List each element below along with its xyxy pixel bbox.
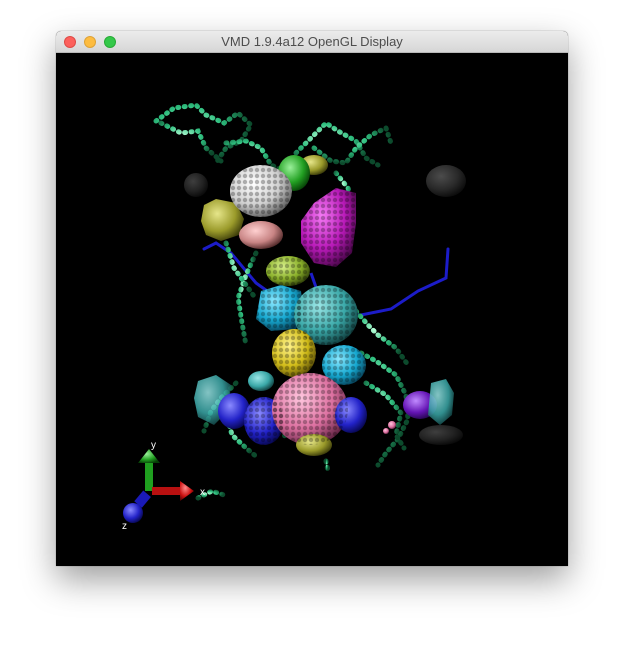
- close-window-button[interactable]: [64, 36, 76, 48]
- vmd-display-window: VMD 1.9.4a12 OpenGL Display: [56, 31, 568, 566]
- salmon-cluster: [239, 221, 283, 249]
- teal-cluster-small: [248, 371, 274, 391]
- minimize-window-button[interactable]: [84, 36, 96, 48]
- bead-texture: [230, 165, 366, 445]
- blue-cluster-left: [218, 393, 250, 429]
- pink-bead: [388, 421, 396, 429]
- slate-cluster-right: [428, 379, 454, 425]
- axes-indicator: y x z: [122, 440, 205, 532]
- opengl-viewport[interactable]: y x z: [56, 53, 568, 566]
- z-axis-sphere: [123, 503, 143, 523]
- molecule-render: y x z: [122, 102, 466, 532]
- window-title: VMD 1.9.4a12 OpenGL Display: [221, 34, 403, 49]
- y-axis-label: y: [151, 440, 156, 451]
- gray-cluster-lower: [419, 425, 463, 445]
- title-bar[interactable]: VMD 1.9.4a12 OpenGL Display: [56, 31, 568, 53]
- y-axis-arrowhead: [138, 449, 160, 463]
- x-axis-shaft: [152, 487, 182, 495]
- z-axis-label: z: [122, 521, 127, 532]
- x-axis-arrowhead: [180, 481, 194, 501]
- zoom-window-button[interactable]: [104, 36, 116, 48]
- pink-bead: [383, 428, 389, 434]
- gray-cluster-left: [184, 173, 208, 197]
- x-axis-label: x: [200, 487, 205, 498]
- y-axis-shaft: [145, 461, 153, 491]
- z-axis-shaft: [134, 490, 151, 508]
- gray-cluster-right: [426, 165, 466, 197]
- olive-cluster-left: [201, 199, 244, 241]
